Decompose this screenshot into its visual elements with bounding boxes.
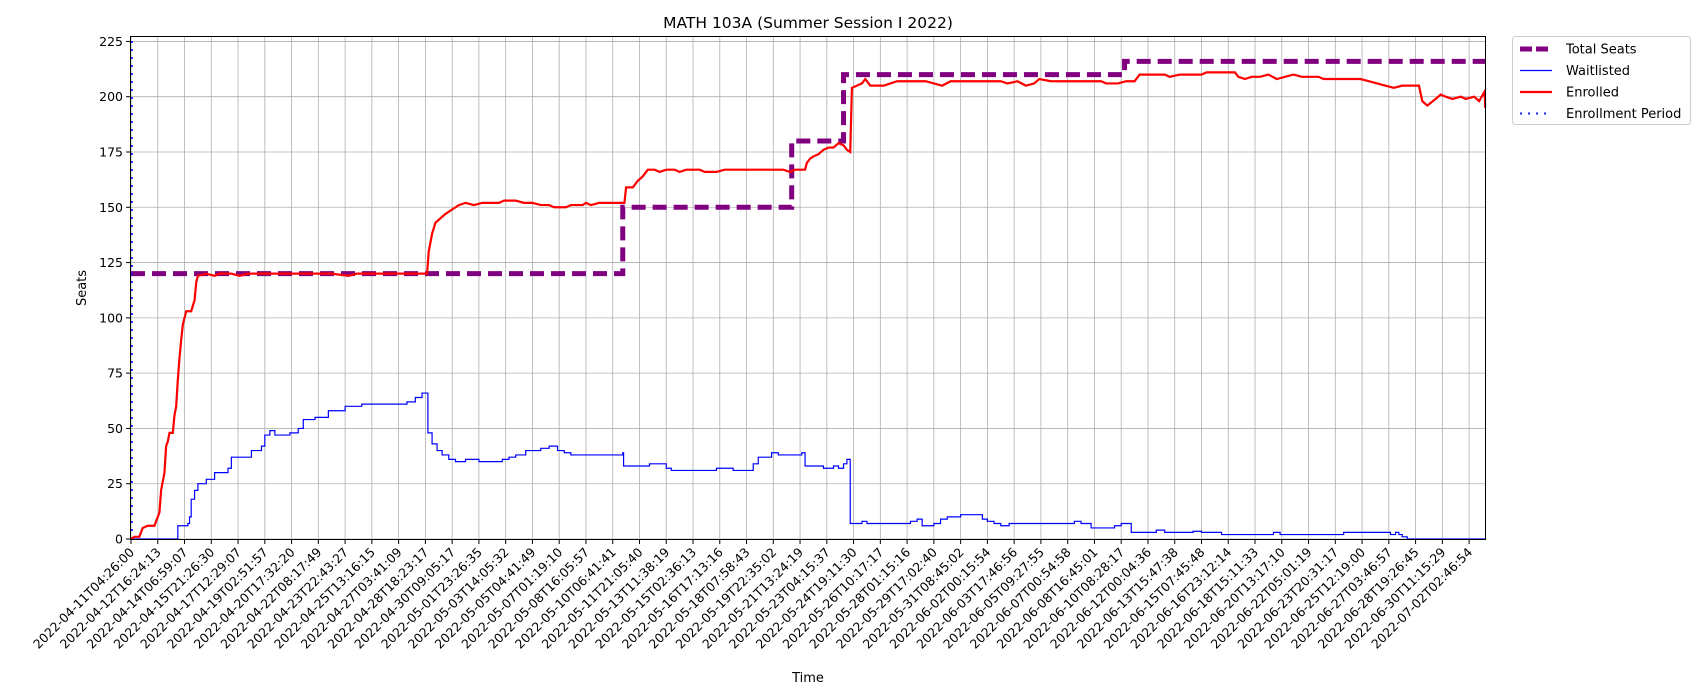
y-axis: 0 25 50 75 100 125 150 175 200 225 bbox=[99, 34, 131, 547]
chart-title: MATH 103A (Summer Session I 2022) bbox=[663, 14, 953, 32]
y-tick-label: 200 bbox=[99, 89, 123, 104]
legend-label: Enrollment Period bbox=[1566, 107, 1681, 122]
series-line-enrolled bbox=[130, 71, 1487, 540]
legend-label: Waitlisted bbox=[1566, 64, 1630, 79]
y-tick-label: 225 bbox=[99, 34, 123, 49]
y-tick-label: 100 bbox=[99, 310, 123, 325]
y-tick-label: 75 bbox=[107, 366, 123, 381]
y-tick-label: 0 bbox=[115, 532, 123, 547]
legend-label: Enrolled bbox=[1566, 86, 1619, 101]
y-tick-label: 25 bbox=[107, 476, 123, 491]
legend-box bbox=[1512, 36, 1691, 125]
plot-frame bbox=[130, 36, 1486, 540]
y-tick-label: 150 bbox=[99, 200, 123, 215]
legend: Total Seats Waitlisted Enrolled Enrollment … bbox=[1512, 36, 1691, 125]
y-tick-label: 125 bbox=[99, 255, 123, 270]
series-line-waitlisted bbox=[131, 392, 1485, 540]
legend-label: Total Seats bbox=[1565, 43, 1637, 58]
x-axis-label: Time bbox=[791, 671, 824, 686]
series-line-total-seats bbox=[131, 58, 1485, 277]
y-tick-label: 175 bbox=[99, 144, 123, 159]
y-axis-label: Seats bbox=[75, 270, 90, 306]
y-tick-label: 50 bbox=[107, 421, 123, 436]
plot-area bbox=[130, 37, 1487, 540]
x-axis: 2022-04-11T04:26:002022-04-12T16:24:1320… bbox=[30, 539, 1475, 652]
